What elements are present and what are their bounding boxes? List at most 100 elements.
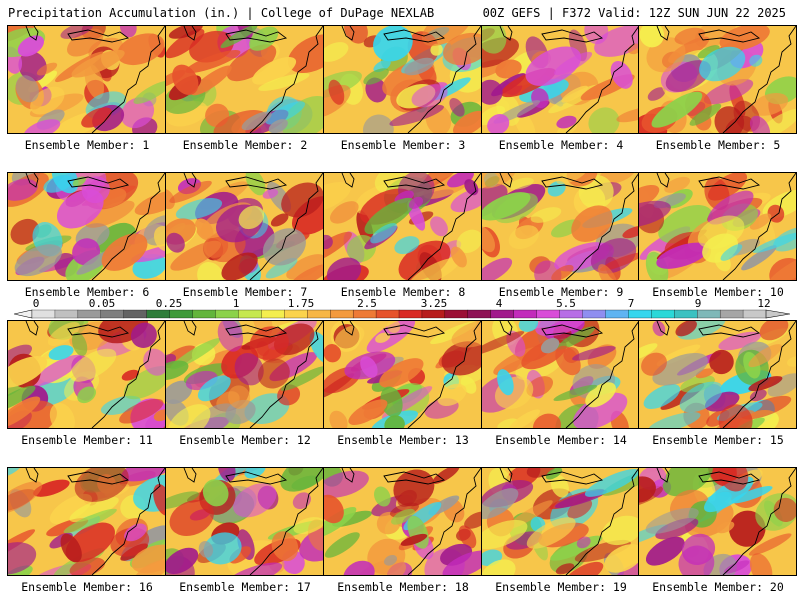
colorbar-swatch (651, 309, 675, 319)
lake-outline (25, 26, 39, 41)
precipitation-colorbar: 0 0.05 0.25 1 1.75 2.5 3.25 4 5.5 7 9 12 (14, 298, 790, 319)
precipitation-map (638, 320, 797, 429)
lake-outline (183, 26, 197, 41)
member-label: Ensemble Member: 7 (182, 285, 308, 299)
ensemble-member-panel: Ensemble Member: 7 (165, 172, 325, 299)
colorbar-label: 4 (496, 298, 503, 310)
ensemble-member-panel: Ensemble Member: 18 (323, 467, 483, 594)
member-label: Ensemble Member: 15 (652, 433, 784, 447)
ensemble-member-panel: Ensemble Member: 10 (638, 172, 798, 299)
lake-outline (183, 468, 197, 483)
lake-outline (383, 29, 446, 43)
precipitation-map (165, 172, 324, 281)
ensemble-member-panel: Ensemble Member: 4 (481, 25, 641, 152)
lake-outline (341, 173, 355, 188)
member-label: Ensemble Member: 6 (24, 285, 150, 299)
lake-outline (541, 471, 604, 485)
lake-outline (698, 29, 761, 43)
member-label: Ensemble Member: 12 (179, 433, 311, 447)
precipitation-map (323, 172, 482, 281)
coastline (565, 173, 639, 280)
colorbar-swatch (605, 309, 629, 319)
colorbar-swatch (261, 309, 285, 319)
ensemble-member-panel: Ensemble Member: 17 (165, 467, 325, 594)
map-title: Precipitation Accumulation (in.) | Colle… (8, 6, 435, 20)
precipitation-map (323, 320, 482, 429)
colorbar-swatch (375, 309, 400, 319)
ensemble-member-panel: Ensemble Member: 6 (7, 172, 167, 299)
colorbar-swatch (742, 309, 767, 319)
ensemble-member-panel: Ensemble Member: 9 (481, 172, 641, 299)
ensemble-member-panel: Ensemble Member: 20 (638, 467, 798, 594)
member-label: Ensemble Member: 10 (652, 285, 784, 299)
ensemble-member-panel: Ensemble Member: 12 (165, 320, 325, 447)
coastline (407, 173, 481, 280)
colorbar-label: 0.25 (156, 298, 183, 310)
colorbar-label: 0 (33, 298, 40, 310)
ensemble-member-panel: Ensemble Member: 5 (638, 25, 798, 152)
precipitation-map (638, 467, 797, 576)
precipitation-map (7, 320, 166, 429)
colorbar-swatch (444, 309, 469, 319)
precipitation-map (7, 467, 166, 576)
coastline (722, 26, 796, 133)
member-label: Ensemble Member: 2 (182, 138, 308, 152)
colorbar-swatch (674, 309, 698, 319)
colorbar-swatch (490, 309, 515, 319)
colorbar-swatch (513, 309, 537, 319)
lake-outline (183, 321, 197, 336)
lake-outline (25, 173, 39, 188)
colorbar-swatch (421, 309, 446, 319)
colorbar-swatch (31, 309, 56, 319)
coastline (722, 321, 796, 428)
colorbar-label: 7 (628, 298, 635, 310)
ensemble-member-panel: Ensemble Member: 15 (638, 320, 798, 447)
colorbar-swatch (559, 309, 583, 319)
lake-outline (383, 324, 446, 338)
coastline (407, 321, 481, 428)
colorbar-swatch (284, 309, 308, 319)
precipitation-map (638, 25, 797, 134)
lake-outline (698, 471, 761, 485)
colorbar-max-arrow (765, 309, 790, 319)
lake-outline (225, 471, 288, 485)
member-label: Ensemble Member: 5 (655, 138, 781, 152)
member-label: Ensemble Member: 18 (337, 580, 469, 594)
coastline (407, 26, 481, 133)
colorbar-swatch (467, 309, 492, 319)
colorbar-label: 2.5 (357, 298, 377, 310)
lake-outline (656, 173, 670, 188)
lake-outline (541, 324, 604, 338)
lake-outline (499, 321, 513, 336)
member-label: Ensemble Member: 19 (495, 580, 627, 594)
coastline (91, 321, 165, 428)
lake-outline (499, 173, 513, 188)
colorbar-label: 9 (695, 298, 702, 310)
colorbar-swatch (54, 309, 79, 319)
precipitation-map (481, 172, 640, 281)
coastline (722, 468, 796, 575)
lake-outline (383, 176, 446, 190)
member-label: Ensemble Member: 8 (340, 285, 466, 299)
lake-outline (225, 29, 288, 43)
precipitation-map (481, 25, 640, 134)
colorbar-swatch (536, 309, 560, 319)
member-label: Ensemble Member: 3 (340, 138, 466, 152)
ensemble-member-panel: Ensemble Member: 11 (7, 320, 167, 447)
precipitation-map (7, 172, 166, 281)
colorbar-swatch (330, 309, 354, 319)
ensemble-member-panel: Ensemble Member: 1 (7, 25, 167, 152)
precipitation-map (481, 467, 640, 576)
coastline (249, 321, 323, 428)
lake-outline (225, 176, 288, 190)
lake-outline (656, 468, 670, 483)
precipitation-map (481, 320, 640, 429)
coastline (91, 173, 165, 280)
lake-outline (656, 26, 670, 41)
coastline (565, 321, 639, 428)
coastline (91, 468, 165, 575)
ensemble-member-panel: Ensemble Member: 3 (323, 25, 483, 152)
member-label: Ensemble Member: 1 (24, 138, 150, 152)
lake-outline (25, 321, 39, 336)
colorbar-swatch (146, 309, 170, 319)
